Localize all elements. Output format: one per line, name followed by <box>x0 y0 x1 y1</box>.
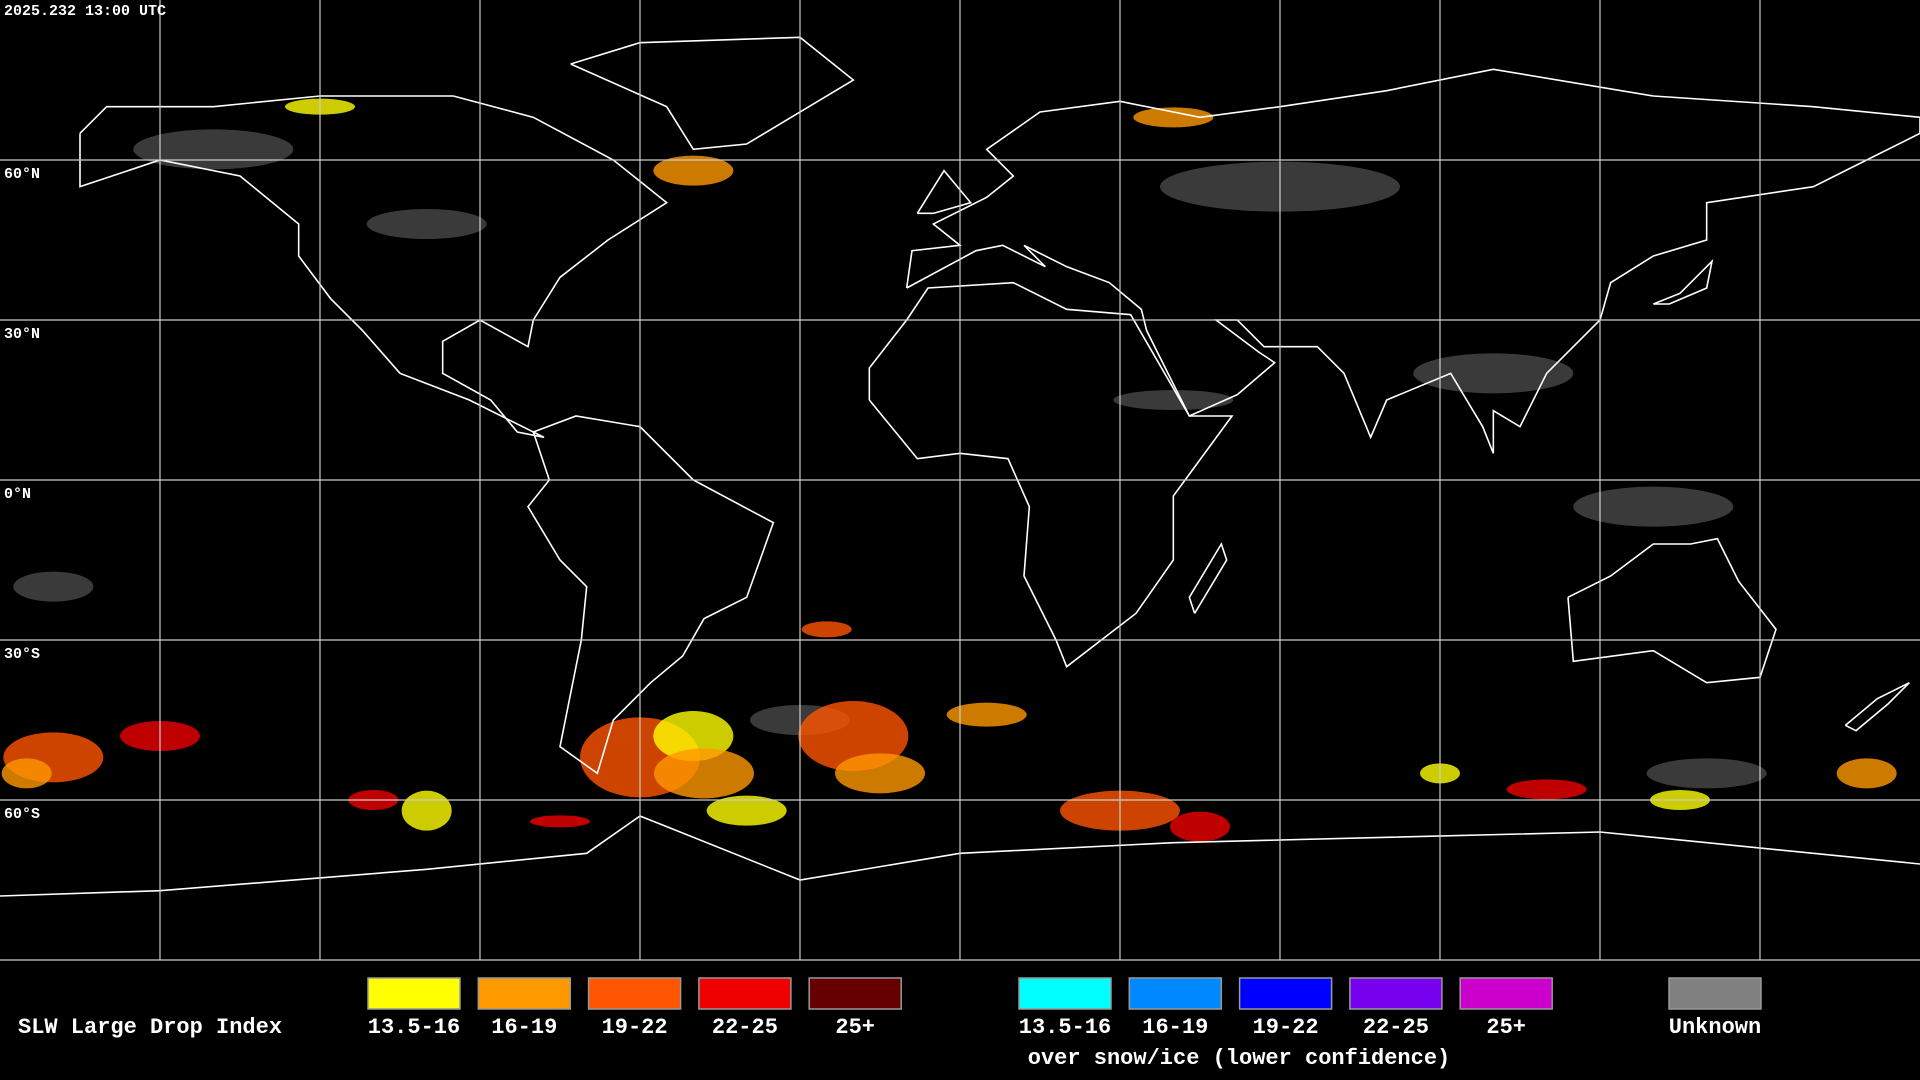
legend-swatch <box>1349 977 1443 1010</box>
timestamp: 2025.232 13:00 UTC <box>4 3 166 20</box>
unknown-cloud <box>366 209 487 239</box>
legend-label: 16-19 <box>491 1015 557 1040</box>
unknown-cloud <box>1646 758 1767 789</box>
legend-label: 13.5-16 <box>368 1015 460 1040</box>
legend: 13.5-16 16-19 19-22 22-25 25+ 13.5-16 16-19 19-… <box>367 977 1762 1040</box>
slw-cloud <box>835 753 925 794</box>
legend-swatch <box>808 977 902 1010</box>
slw-cloud <box>946 702 1027 727</box>
slw-cloud <box>1133 107 1214 128</box>
legend-title: SLW Large Drop Index <box>18 1015 282 1040</box>
coastline <box>905 68 1920 454</box>
coastline <box>1567 537 1777 684</box>
legend-swatch <box>1128 977 1223 1010</box>
legend-label: 25+ <box>1486 1015 1526 1040</box>
slw-cloud <box>653 711 734 761</box>
legend-swatch <box>1459 977 1553 1010</box>
slw-cloud <box>654 748 754 799</box>
legend-swatch <box>1238 977 1333 1010</box>
snow-ice-note: over snow/ice (lower confidence) <box>1028 1046 1450 1071</box>
slw-cloud <box>1836 758 1897 789</box>
slw-cloud <box>530 815 590 828</box>
legend-swatch <box>1668 977 1762 1010</box>
slw-cloud <box>801 621 852 638</box>
unknown-cloud <box>1413 353 1574 394</box>
latitude-label: 30°S <box>4 646 40 663</box>
legend-label: 22-25 <box>1363 1015 1429 1040</box>
coastline <box>1188 542 1228 614</box>
legend-label: Unknown <box>1669 1015 1761 1040</box>
legend-label: 16-19 <box>1142 1015 1208 1040</box>
coastline <box>79 95 669 439</box>
legend-swatch <box>587 977 682 1010</box>
slw-cloud <box>1506 779 1587 800</box>
cloud-field <box>1 98 1897 842</box>
legend-label: 25+ <box>835 1015 875 1040</box>
latitude-label: 60°S <box>4 806 40 823</box>
latitude-label: 0°N <box>4 486 31 503</box>
unknown-cloud <box>133 129 294 170</box>
slw-cloud <box>1170 811 1230 842</box>
slw-cloud <box>653 155 734 186</box>
legend-swatch <box>367 977 461 1010</box>
legend-swatch <box>1018 977 1112 1010</box>
legend-swatch <box>698 977 792 1010</box>
legend-label: 19-22 <box>602 1015 668 1040</box>
legend-label: 13.5-16 <box>1019 1015 1111 1040</box>
coastline <box>868 281 1234 668</box>
slw-cloud <box>1 758 52 789</box>
coastline <box>1653 258 1714 305</box>
latitude-label: 60°N <box>4 166 40 183</box>
graticule <box>0 0 1920 960</box>
slw-cloud <box>706 795 787 826</box>
legend-label: 19-22 <box>1253 1015 1319 1040</box>
coastline <box>916 169 973 215</box>
unknown-cloud <box>13 571 94 602</box>
latitude-label: 30°N <box>4 326 40 343</box>
coastline <box>1844 681 1910 732</box>
legend-swatch <box>477 977 572 1010</box>
unknown-cloud <box>1573 486 1734 527</box>
slw-cloud <box>401 790 452 831</box>
legend-label: 22-25 <box>712 1015 778 1040</box>
unknown-cloud <box>1113 390 1234 410</box>
